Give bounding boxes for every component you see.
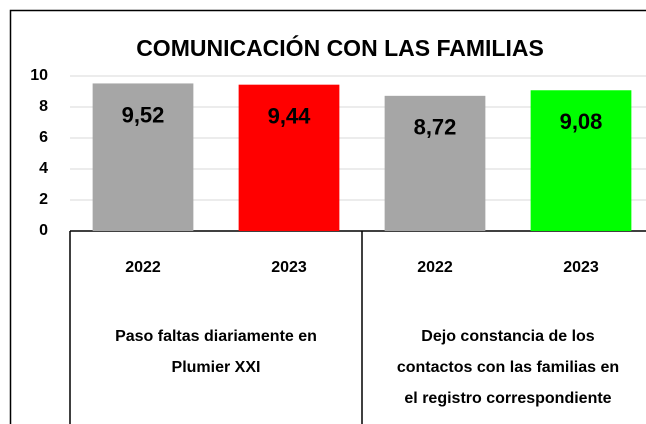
data-label: 8,72 (414, 115, 457, 140)
y-tick-label: 2 (39, 191, 48, 208)
group-label: contactos con las familias en (397, 359, 619, 376)
x-tick-label: 2023 (563, 259, 599, 276)
y-tick-label: 0 (39, 222, 48, 239)
y-tick-label: 8 (39, 98, 48, 115)
data-label: 9,52 (122, 102, 165, 127)
bar (92, 83, 194, 231)
group-label: el registro correspondiente (404, 390, 611, 407)
x-tick-label: 2022 (417, 259, 453, 276)
x-tick-label: 2022 (125, 259, 161, 276)
bar (238, 84, 340, 232)
y-tick-label: 4 (39, 160, 48, 177)
chart-border (9, 9, 646, 424)
data-label: 9,08 (560, 109, 603, 134)
bar (384, 95, 486, 231)
chart-title: COMUNICACIÓN CON LAS FAMILIAS (136, 34, 544, 61)
group-label: Plumier XXI (172, 359, 261, 376)
data-label: 9,44 (268, 103, 312, 128)
y-tick-label: 6 (39, 129, 48, 146)
group-label: Dejo constancia de los (421, 328, 594, 345)
bar (530, 90, 632, 231)
y-tick-label: 10 (30, 67, 48, 84)
group-label: Paso faltas diariamente en (115, 328, 317, 345)
x-tick-label: 2023 (271, 259, 307, 276)
